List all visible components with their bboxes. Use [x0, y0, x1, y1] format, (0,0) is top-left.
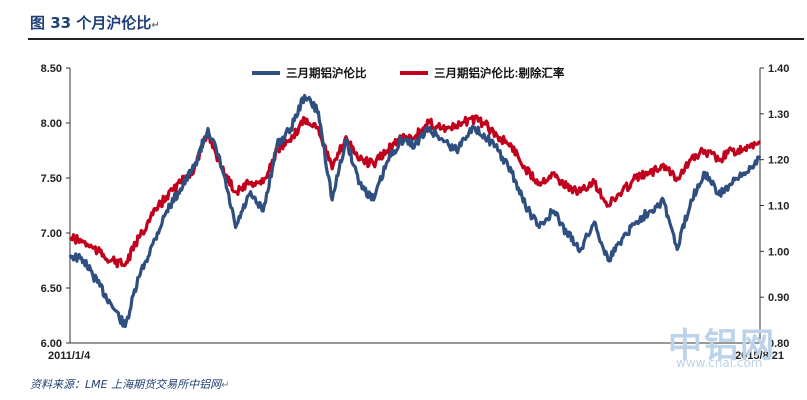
- right-tick-label: 1.40: [768, 63, 789, 75]
- left-tick-label: 7.50: [41, 173, 62, 185]
- watermark-logo: 中铝网: [668, 326, 776, 366]
- line-chart: 6.00 6.50 7.00 7.50 8.00 8.50 0.80 0.90 1.00 1.10…: [41, 63, 790, 362]
- left-tick-label: 6.00: [41, 338, 62, 350]
- left-tick-label: 6.50: [41, 283, 62, 295]
- right-tick-label: 0.80: [768, 338, 789, 350]
- title-divider: [28, 38, 804, 40]
- right-tick-label: 1.20: [768, 155, 789, 167]
- right-tick-label: 1.10: [768, 201, 789, 213]
- left-tick-label: 8.00: [41, 118, 62, 130]
- series-line: [68, 93, 762, 329]
- chart-legend: 三月期铝沪伦比 三月期铝沪伦比:剔除汇率: [252, 66, 565, 80]
- watermark-url: www.cnal.com: [676, 356, 763, 370]
- right-tick-label: 0.90: [768, 292, 789, 304]
- legend-label: 三月期铝沪伦比: [286, 66, 367, 80]
- source-note: 资料来源：LME 上海期货交易所中铝网↵: [30, 378, 230, 391]
- right-tick-label: 1.00: [768, 246, 789, 258]
- chart-axes: 6.00 6.50 7.00 7.50 8.00 8.50 0.80 0.90 1.00 1.10…: [41, 63, 790, 362]
- x-end-label: 2015/8/21: [735, 350, 784, 362]
- left-tick-label: 8.50: [41, 63, 62, 75]
- figure-title: 图 33 个月沪伦比↵: [30, 14, 160, 32]
- chart-series: [68, 93, 762, 329]
- series-line: [68, 114, 762, 269]
- x-start-label: 2011/1/4: [48, 350, 91, 362]
- right-tick-label: 1.30: [768, 109, 789, 121]
- legend-label: 三月期铝沪伦比:剔除汇率: [434, 66, 565, 80]
- left-tick-label: 7.00: [41, 228, 62, 240]
